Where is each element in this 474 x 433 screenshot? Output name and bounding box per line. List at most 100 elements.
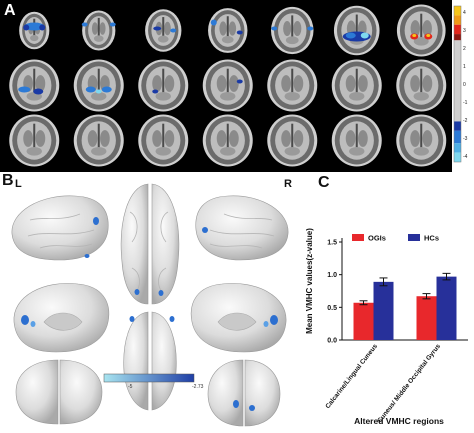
colorbar-a-tick: -4 bbox=[463, 154, 468, 160]
brain-slice bbox=[208, 8, 248, 53]
colorbar-a-segment bbox=[454, 130, 461, 144]
category-label: Calcarine/Lingual Cuneus bbox=[324, 343, 379, 411]
brain-slice bbox=[81, 10, 116, 51]
colorbar-min-label: -5 bbox=[128, 384, 133, 390]
activation-blob bbox=[33, 88, 44, 95]
anterior-view bbox=[15, 359, 103, 425]
brain-slice bbox=[202, 114, 253, 167]
colorbar-a-tick: -3 bbox=[463, 136, 468, 142]
left-hemisphere-marker: L bbox=[15, 178, 22, 190]
vmhc-bar-chart: 0.0 0.5 1.0 1.5 Mean VMHC values(z-value) OGI… bbox=[305, 228, 468, 426]
right-medial-view bbox=[190, 283, 287, 353]
activation-blob bbox=[360, 32, 369, 39]
activation-blob bbox=[152, 89, 159, 94]
colorbar-a-frame bbox=[453, 5, 462, 163]
activation-blob bbox=[236, 30, 243, 35]
panel-b-colorbar bbox=[103, 373, 195, 383]
activation-blob bbox=[39, 24, 46, 31]
brain-slice bbox=[267, 114, 318, 167]
panel-c: C 0.0 0.5 1.0 1.5 Mean VMHC values(z-value) O… bbox=[300, 172, 474, 428]
panel-b-label: B bbox=[2, 172, 14, 189]
colorbar-a-segment bbox=[454, 40, 461, 122]
brain-slice bbox=[333, 5, 380, 56]
y-axis-label: Mean VMHC values(z-value) bbox=[305, 228, 314, 334]
colorbar-a-tick: 3 bbox=[463, 28, 466, 34]
activation-blob bbox=[95, 89, 102, 94]
right-lateral-view bbox=[195, 195, 289, 261]
left-medial-view bbox=[13, 283, 110, 353]
brain-slice bbox=[202, 59, 253, 112]
colorbar-a-segment bbox=[454, 34, 461, 41]
legend-swatch bbox=[352, 234, 364, 241]
bar bbox=[416, 296, 437, 340]
ventral-view bbox=[123, 311, 177, 411]
legend-label: HCs bbox=[424, 234, 439, 243]
brain-slice bbox=[331, 114, 382, 167]
brain-slice bbox=[9, 114, 60, 167]
brain-slice-montage: 4 3 2 1 0 -1 -2 -3 -4 bbox=[0, 0, 468, 172]
activation-blob bbox=[271, 26, 278, 31]
brain-slice bbox=[267, 59, 318, 112]
colorbar-a-segment bbox=[454, 15, 461, 25]
y-tick-label: 1.5 bbox=[327, 240, 337, 247]
activation-blob bbox=[170, 28, 177, 33]
activation-blob bbox=[307, 26, 314, 31]
colorbar-a-tick: 1 bbox=[463, 64, 466, 70]
bar bbox=[436, 276, 457, 340]
brain-slice bbox=[270, 6, 314, 55]
activation-blob bbox=[85, 86, 96, 93]
panel-a-label: A bbox=[4, 2, 16, 19]
colorbar-a-segment bbox=[454, 143, 461, 153]
y-tick-label: 0.0 bbox=[327, 338, 337, 345]
brain-slice bbox=[138, 59, 189, 112]
brain-slice bbox=[9, 59, 60, 112]
colorbar-max-label: -2.73 bbox=[192, 384, 204, 390]
legend-label: OGIs bbox=[368, 234, 386, 243]
x-axis-label: Altered VMHC regions bbox=[354, 416, 444, 426]
posterior-view bbox=[207, 359, 281, 427]
brain-slice bbox=[73, 114, 124, 167]
bar bbox=[373, 281, 394, 340]
brain-slice bbox=[396, 4, 446, 57]
activation-blob bbox=[210, 19, 217, 26]
panel-b: B L R bbox=[0, 172, 300, 428]
colorbar-a-segment bbox=[454, 6, 461, 16]
colorbar-a-tick: 4 bbox=[463, 10, 466, 16]
dorsal-view bbox=[120, 183, 180, 305]
colorbar-a-segment bbox=[454, 152, 461, 162]
colorbar-a-tick: -1 bbox=[463, 100, 468, 106]
activation-blob bbox=[23, 24, 30, 31]
panel-c-label: C bbox=[318, 174, 330, 191]
activation-blob bbox=[345, 32, 356, 39]
activation-blob bbox=[101, 86, 112, 93]
colorbar-a-tick: 2 bbox=[463, 46, 466, 52]
bar bbox=[353, 302, 374, 340]
activation-blob bbox=[18, 86, 31, 93]
right-hemisphere-marker: R bbox=[284, 178, 292, 190]
colorbar-a-segment bbox=[454, 24, 461, 35]
activation-blob bbox=[81, 22, 88, 27]
activation-blob bbox=[153, 26, 162, 31]
category-label: Cuneus/ Middle Occipital Gyrus bbox=[376, 343, 442, 425]
activation-blob bbox=[236, 79, 243, 84]
brain-slice bbox=[396, 114, 447, 167]
y-tick-label: 0.5 bbox=[327, 305, 337, 312]
colorbar-a-tick: 0 bbox=[463, 82, 466, 88]
colorbar-a-tick: -2 bbox=[463, 118, 468, 124]
brain-slice bbox=[73, 59, 124, 112]
activation-blob bbox=[109, 22, 116, 27]
colorbar-a-segment bbox=[454, 121, 461, 131]
panel-a: 4 3 2 1 0 -1 -2 -3 -4 A bbox=[0, 0, 474, 172]
brain-slice bbox=[138, 114, 189, 167]
brain-slice bbox=[396, 59, 447, 112]
brain-slice bbox=[145, 9, 182, 52]
activation-blob bbox=[412, 34, 417, 37]
activation-blob bbox=[426, 34, 431, 37]
brain-slice bbox=[19, 11, 50, 50]
left-lateral-view bbox=[11, 195, 109, 261]
activation-blob bbox=[24, 22, 45, 31]
y-tick-label: 1.0 bbox=[327, 272, 337, 279]
legend-swatch bbox=[408, 234, 420, 241]
brain-surface-renderings bbox=[11, 183, 289, 427]
brain-slice bbox=[331, 59, 382, 112]
